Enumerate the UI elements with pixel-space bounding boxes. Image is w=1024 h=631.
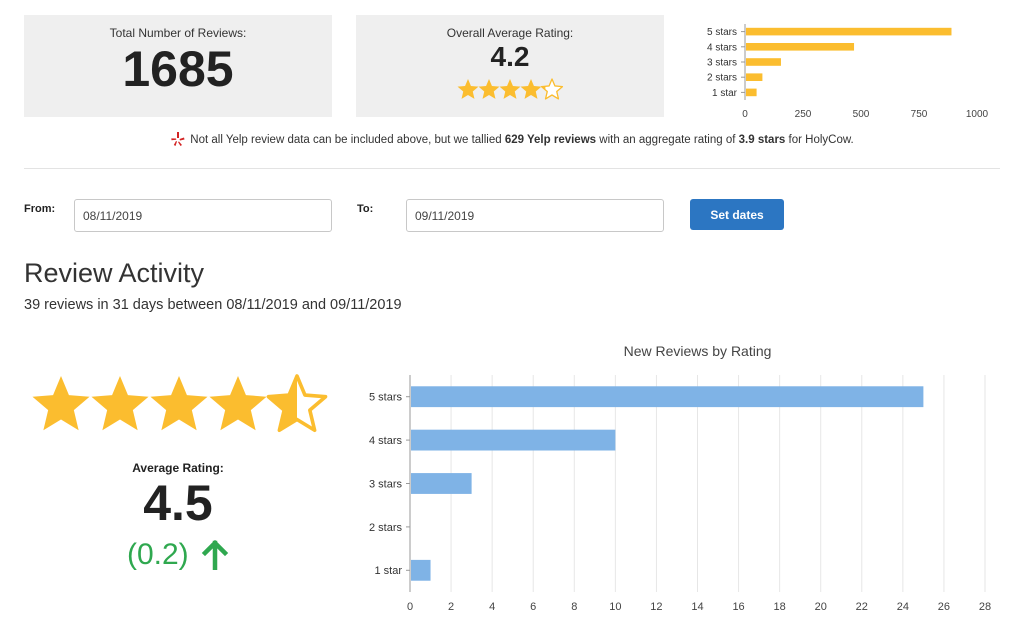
- set-dates-button[interactable]: Set dates: [690, 199, 784, 230]
- bar: [746, 27, 952, 36]
- average-rating-stars: [32, 374, 328, 433]
- overall-star-icon: [478, 79, 500, 99]
- total-reviews-card: Total Number of Reviews: 1685: [24, 15, 332, 117]
- overall-rating-card: Overall Average Rating: 4.2: [356, 15, 664, 117]
- yelp-review-count: 629 Yelp reviews: [504, 134, 597, 146]
- chart-title: New Reviews by Rating: [624, 343, 772, 359]
- section-divider: [24, 168, 1000, 169]
- category-label: 2 stars: [369, 522, 403, 534]
- category-label: 1 star: [712, 88, 738, 99]
- total-reviews-label: Total Number of Reviews:: [109, 26, 247, 40]
- category-label: 5 stars: [707, 27, 737, 38]
- overall-star-icon: [457, 79, 479, 99]
- category-label: 4 stars: [369, 435, 403, 447]
- category-label: 2 stars: [707, 73, 737, 84]
- from-label: From:: [24, 203, 56, 215]
- category-label: 1 star: [374, 565, 402, 577]
- bar: [411, 429, 616, 451]
- average-rating-value: 4.5: [143, 475, 213, 531]
- x-tick-label: 12: [650, 601, 662, 613]
- activity-star-icon: [209, 376, 267, 431]
- category-label: 5 stars: [369, 392, 403, 404]
- activity-star-partial-icon: [266, 374, 328, 433]
- x-tick-label: 250: [795, 109, 812, 120]
- x-tick-label: 4: [489, 601, 495, 613]
- overall-star-icon: [520, 79, 542, 99]
- x-tick-label: 750: [911, 109, 928, 120]
- to-date-input[interactable]: [406, 199, 664, 232]
- arrow-up-icon: [201, 539, 229, 571]
- activity-star-icon: [32, 376, 90, 431]
- yelp-icon: [171, 132, 185, 146]
- x-tick-label: 0: [742, 109, 748, 120]
- x-tick-label: 26: [938, 601, 950, 613]
- x-tick-label: 2: [448, 601, 454, 613]
- category-label: 3 stars: [369, 478, 403, 490]
- x-tick-label: 20: [815, 601, 827, 613]
- activity-star-icon: [91, 376, 149, 431]
- yelp-note: Not all Yelp review data can be included…: [0, 131, 1024, 147]
- overall-rating-stars: [457, 78, 564, 100]
- x-tick-label: 10: [609, 601, 621, 613]
- bar: [746, 58, 781, 66]
- x-tick-label: 0: [407, 601, 413, 613]
- bar: [411, 559, 431, 581]
- to-label: To:: [357, 203, 374, 215]
- rating-change: (0.2): [78, 537, 278, 572]
- rating-distribution-chart: 0 250 500 750 1000 5 stars 4 stars 3 stars 2 sta…: [707, 24, 989, 120]
- overall-star-icon: [499, 79, 521, 99]
- overall-rating-value: 4.2: [490, 41, 530, 72]
- x-tick-label: 24: [897, 601, 909, 613]
- category-label: 4 stars: [707, 42, 737, 53]
- x-tick-label: 28: [979, 601, 991, 613]
- yelp-note-text-3: for HolyCow.: [785, 134, 854, 146]
- activity-star-icon: [150, 376, 208, 431]
- x-tick-label: 6: [530, 601, 536, 613]
- overall-star-partial-icon: [540, 78, 564, 100]
- x-tick-label: 22: [856, 601, 868, 613]
- review-activity-subtitle: 39 reviews in 31 days between 08/11/2019…: [24, 297, 402, 313]
- overall-rating-label: Overall Average Rating:: [446, 26, 574, 40]
- x-tick-label: 18: [774, 601, 786, 613]
- bar: [746, 88, 757, 97]
- x-tick-label: 1000: [966, 109, 989, 120]
- yelp-note-text-2: with an aggregate rating of: [596, 134, 739, 146]
- bar: [746, 73, 763, 81]
- average-rating-label: Average Rating:: [132, 461, 224, 475]
- x-tick-label: 16: [732, 601, 744, 613]
- rating-change-value: (0.2): [126, 538, 189, 572]
- yelp-note-text-1: Not all Yelp review data can be included…: [190, 134, 505, 146]
- x-tick-label: 8: [571, 601, 577, 613]
- category-label: 3 stars: [707, 58, 737, 69]
- x-tick-label: 500: [853, 109, 870, 120]
- bar: [411, 473, 472, 494]
- bar: [411, 386, 924, 408]
- x-tick-label: 14: [691, 601, 703, 613]
- from-date-input[interactable]: [74, 199, 332, 232]
- bar: [746, 43, 855, 51]
- review-activity-title: Review Activity: [24, 258, 205, 288]
- total-reviews-value: 1685: [122, 41, 234, 97]
- yelp-aggregate-rating: 3.9 stars: [738, 134, 786, 146]
